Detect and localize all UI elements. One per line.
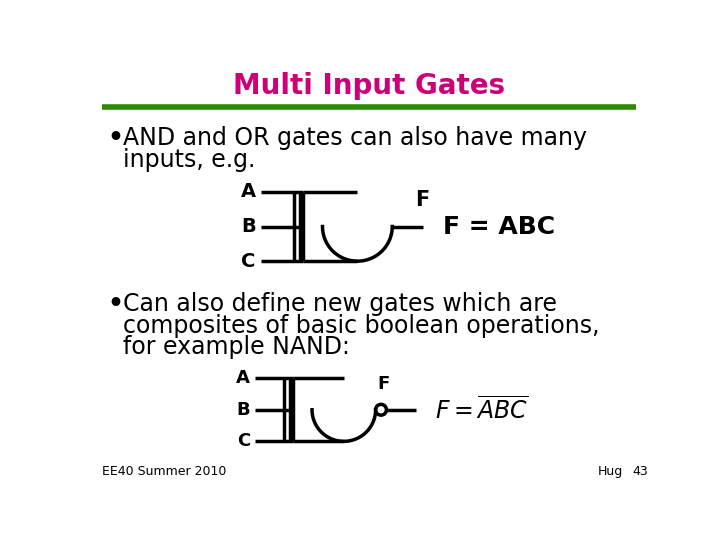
Text: C: C — [237, 433, 250, 450]
Text: F: F — [377, 375, 390, 393]
Text: Hug: Hug — [598, 465, 623, 478]
Text: A: A — [240, 183, 256, 201]
Text: composites of basic boolean operations,: composites of basic boolean operations, — [122, 314, 599, 338]
Text: Multi Input Gates: Multi Input Gates — [233, 72, 505, 100]
Text: C: C — [241, 252, 256, 271]
Text: AND and OR gates can also have many: AND and OR gates can also have many — [122, 126, 587, 151]
Text: A: A — [236, 369, 250, 387]
Text: 43: 43 — [632, 465, 648, 478]
Text: inputs, e.g.: inputs, e.g. — [122, 148, 255, 172]
Text: •: • — [107, 292, 123, 316]
Text: EE40 Summer 2010: EE40 Summer 2010 — [102, 465, 226, 478]
Text: •: • — [107, 126, 123, 151]
Text: for example NAND:: for example NAND: — [122, 335, 349, 359]
Text: $F = \overline{ABC}$: $F = \overline{ABC}$ — [435, 396, 528, 424]
Text: B: B — [236, 401, 250, 418]
Text: F = ABC: F = ABC — [443, 214, 554, 239]
Text: B: B — [241, 217, 256, 236]
Text: Can also define new gates which are: Can also define new gates which are — [122, 292, 557, 316]
Text: F: F — [415, 190, 430, 210]
